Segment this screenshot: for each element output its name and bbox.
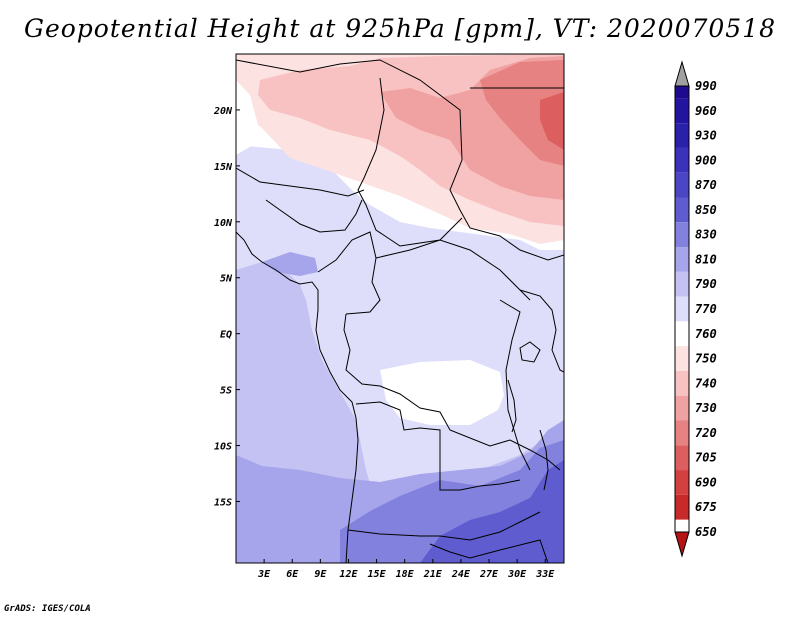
colorbar-swatch — [675, 296, 689, 322]
border-angola — [355, 401, 521, 491]
lon-tick-label: 30E — [507, 569, 527, 580]
colorbar-label: 850 — [695, 203, 717, 217]
lon-tick-label: 3E — [257, 569, 271, 580]
lat-tick-label: 20N — [213, 106, 233, 117]
border-niger-chad — [357, 77, 463, 247]
colorbar-swatch — [675, 346, 689, 371]
colorbar-swatch — [675, 420, 689, 446]
coastline-west-africa — [236, 231, 359, 563]
colorbar-label: 770 — [695, 302, 717, 316]
colorbar-label: 790 — [695, 277, 717, 291]
colorbar-swatch — [675, 445, 689, 471]
colorbar-swatch — [675, 395, 689, 421]
lon-tick-label: 9E — [314, 569, 327, 580]
colorbar: 990 960 930 900 870 850 830 810 790 770 760 750 740 7… — [674, 60, 717, 558]
lat-tick-label: 10N — [214, 218, 233, 229]
lon-tick-label: 15E — [368, 569, 387, 580]
colorbar-swatch — [675, 147, 689, 173]
colorbar-label: 760 — [695, 327, 717, 341]
lat-tick-label: 15N — [214, 162, 233, 173]
field-north-720 — [480, 60, 564, 166]
colorbar-swatch — [675, 222, 689, 248]
colorbar-label: 705 — [695, 451, 717, 465]
colorbar-swatch — [675, 470, 689, 495]
colorbar-swatch — [675, 197, 689, 223]
border-nigeria — [265, 199, 363, 233]
colorbar-swatch — [675, 123, 689, 148]
colorbar-swatch — [675, 370, 689, 396]
colorbar-label: 990 — [695, 79, 717, 93]
field-central-760 — [380, 360, 504, 425]
border-zambia — [469, 437, 561, 471]
colorbar-label: 930 — [695, 129, 717, 143]
border-namibia — [347, 511, 541, 541]
colorbar-label: 810 — [695, 252, 717, 266]
colorbar-label: 830 — [695, 228, 717, 242]
lat-tick-label: 10S — [214, 442, 232, 453]
colorbar-swatch — [675, 172, 689, 198]
colorbar-label: 740 — [695, 376, 717, 390]
lon-tick-label: 6E — [286, 569, 299, 580]
colorbar-label: 900 — [695, 153, 717, 167]
colorbar-swatch — [675, 247, 689, 272]
field-south-850 — [420, 460, 564, 563]
colorbar-swatch — [675, 321, 689, 347]
field-north-white-patch — [236, 80, 262, 155]
lake-tanganyika — [507, 379, 517, 433]
colorbar-label: 690 — [695, 475, 717, 489]
colorbar-swatch — [675, 271, 689, 297]
colorbar-label: 720 — [695, 426, 717, 440]
colorbar-swatch — [675, 86, 689, 99]
lat-tick-label: EQ — [220, 330, 232, 341]
map-borders — [236, 59, 564, 563]
colorbar-label: 730 — [695, 401, 717, 415]
border-sahel — [236, 167, 365, 197]
border-congo — [343, 313, 471, 439]
lon-tick-label: 33E — [535, 569, 555, 580]
lat-tick-label: 15S — [214, 497, 232, 508]
map-area — [236, 54, 564, 563]
lon-tick-label: 21E — [423, 569, 443, 580]
lake-victoria — [519, 341, 541, 363]
colorbar-label: 960 — [695, 104, 717, 118]
colorbar-label: 750 — [695, 352, 717, 366]
lon-tick-label: 27E — [479, 569, 499, 580]
border-south — [429, 539, 549, 563]
lon-tick-label: 24E — [451, 569, 471, 580]
map-title: Geopotential Height at 925hPa [gpm], VT:… — [23, 14, 777, 43]
grads-credit: GrADS: IGES/COLA — [4, 604, 91, 614]
latitude-axis: 20N 15N 10N 5N EQ 5S 10S 15S — [213, 106, 240, 508]
border-sahara-east — [236, 59, 564, 261]
colorbar-top-arrow — [674, 60, 690, 87]
border-east-lakes — [519, 289, 564, 373]
colorbar-label: 650 — [695, 525, 717, 539]
lat-tick-label: 5S — [220, 386, 232, 397]
lon-tick-label: 18E — [396, 569, 415, 580]
colorbar-swatch — [675, 98, 689, 124]
lon-tick-label: 12E — [339, 569, 358, 580]
longitude-axis: 3E 6E 9E 12E 15E 18E 21E 24E 27E 30E 33E — [257, 559, 555, 580]
colorbar-label: 675 — [695, 500, 717, 514]
map-frame — [235, 53, 565, 564]
colorbar-swatch — [675, 494, 689, 520]
colorbar-label: 870 — [695, 178, 717, 192]
colorbar-bottom-arrow — [674, 531, 690, 558]
field-north-705 — [540, 92, 564, 150]
border-drc-east — [499, 299, 531, 471]
lat-tick-label: 5N — [220, 274, 233, 285]
